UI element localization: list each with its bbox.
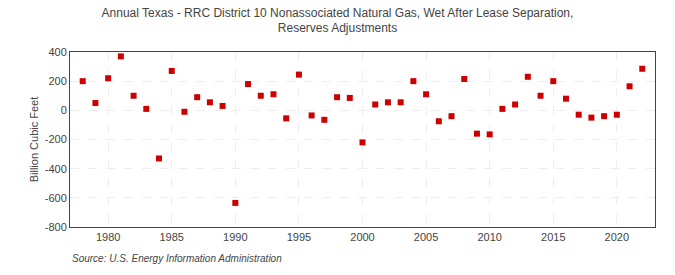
svg-text:-400: -400 [45,163,67,175]
svg-text:2015: 2015 [541,231,565,243]
svg-text:1980: 1980 [96,231,120,243]
svg-text:2000: 2000 [350,231,374,243]
svg-text:1990: 1990 [223,231,247,243]
svg-text:Billion Cubic Feet: Billion Cubic Feet [28,97,40,183]
svg-text:Source: U.S. Energy Informatio: Source: U.S. Energy Information Administ… [72,253,282,264]
svg-text:1995: 1995 [287,231,311,243]
svg-text:0: 0 [61,104,67,116]
svg-text:1985: 1985 [159,231,183,243]
svg-text:400: 400 [48,46,66,58]
svg-text:2020: 2020 [605,231,629,243]
svg-text:2010: 2010 [477,231,501,243]
svg-text:-800: -800 [45,221,67,233]
svg-text:Annual Texas - RRC District 10: Annual Texas - RRC District 10 Nonassoci… [102,6,574,36]
svg-text:200: 200 [48,75,66,87]
svg-text:-200: -200 [45,133,67,145]
svg-text:2005: 2005 [414,231,438,243]
svg-text:-600: -600 [45,192,67,204]
